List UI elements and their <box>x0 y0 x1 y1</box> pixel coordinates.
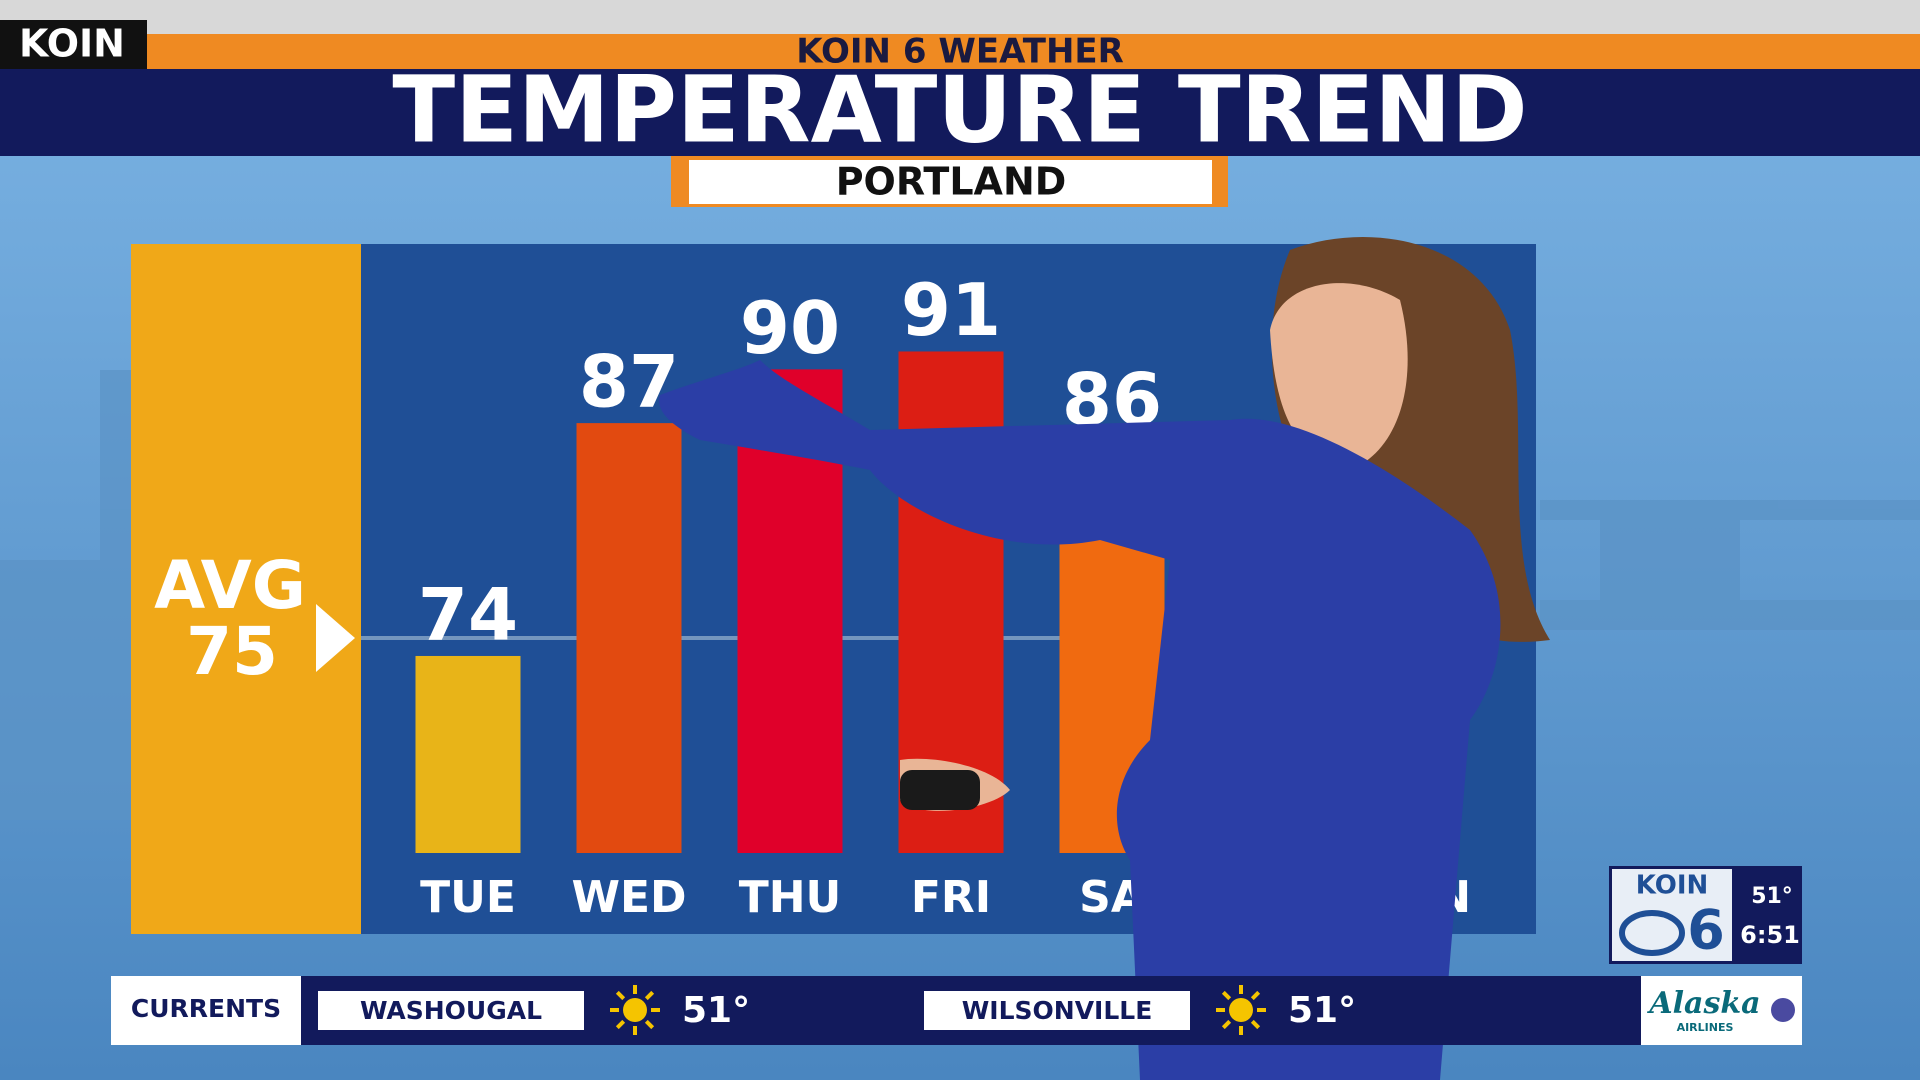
sun-ray <box>1250 990 1261 1001</box>
sun <box>623 998 647 1022</box>
day-label: TUE <box>420 872 516 923</box>
sun-ray <box>1221 990 1232 1001</box>
avg-column <box>131 244 361 934</box>
sun-ray <box>1250 1019 1261 1030</box>
city: WASHOUGAL <box>360 996 542 1025</box>
value-label: 91 <box>901 268 1001 352</box>
presenter <box>659 236 1550 1080</box>
top-strip <box>0 0 1920 34</box>
ticker-label: CURRENTS <box>131 994 281 1023</box>
city-box <box>924 991 1190 1030</box>
day-label: WED <box>571 872 686 923</box>
location: PORTLAND <box>836 160 1067 204</box>
skyline <box>0 370 1920 820</box>
bug-station: KOIN <box>1636 871 1709 901</box>
sun-ray <box>615 1019 626 1030</box>
city-temp: 51° <box>682 990 750 1031</box>
sponsor-dot <box>1771 998 1795 1022</box>
bug-time: 6:51 <box>1740 921 1800 949</box>
sun <box>1229 998 1253 1022</box>
title: TEMPERATURE TREND <box>392 56 1527 163</box>
brand-box <box>0 20 147 69</box>
sun-ray <box>1221 1019 1232 1030</box>
day-label: FRI <box>911 872 991 923</box>
ticker-items: WASHOUGAL 51° WILSONVILLE 51° <box>318 985 1356 1035</box>
network: KOIN 6 WEATHER <box>796 32 1124 72</box>
city-box <box>318 991 584 1030</box>
city: WILSONVILLE <box>962 996 1153 1025</box>
value-label: 74 <box>418 572 518 656</box>
avg-arrow <box>316 604 355 673</box>
ticker-label-box <box>111 976 301 1045</box>
value-label: 90 <box>740 286 840 370</box>
brand: KOIN <box>19 22 125 66</box>
day-label: THU <box>739 872 842 923</box>
bar <box>415 655 521 853</box>
sponsor: Alaska <box>1646 986 1760 1021</box>
bug-eye <box>1619 910 1685 956</box>
sun-ray <box>615 990 626 1001</box>
network-bar <box>147 34 1920 69</box>
bug-channel: 6 <box>1687 899 1725 962</box>
sponsor-sub: AIRLINES <box>1677 1021 1734 1034</box>
title-bar <box>0 69 1920 156</box>
bar <box>576 423 682 853</box>
sun-ray <box>644 1019 655 1030</box>
avg-value: 75 <box>186 613 278 690</box>
bug-temp: 51° <box>1751 884 1793 909</box>
city-temp: 51° <box>1288 990 1356 1031</box>
avg-label: AVG <box>154 547 306 624</box>
sun-ray <box>644 990 655 1001</box>
location-box <box>689 160 1212 204</box>
